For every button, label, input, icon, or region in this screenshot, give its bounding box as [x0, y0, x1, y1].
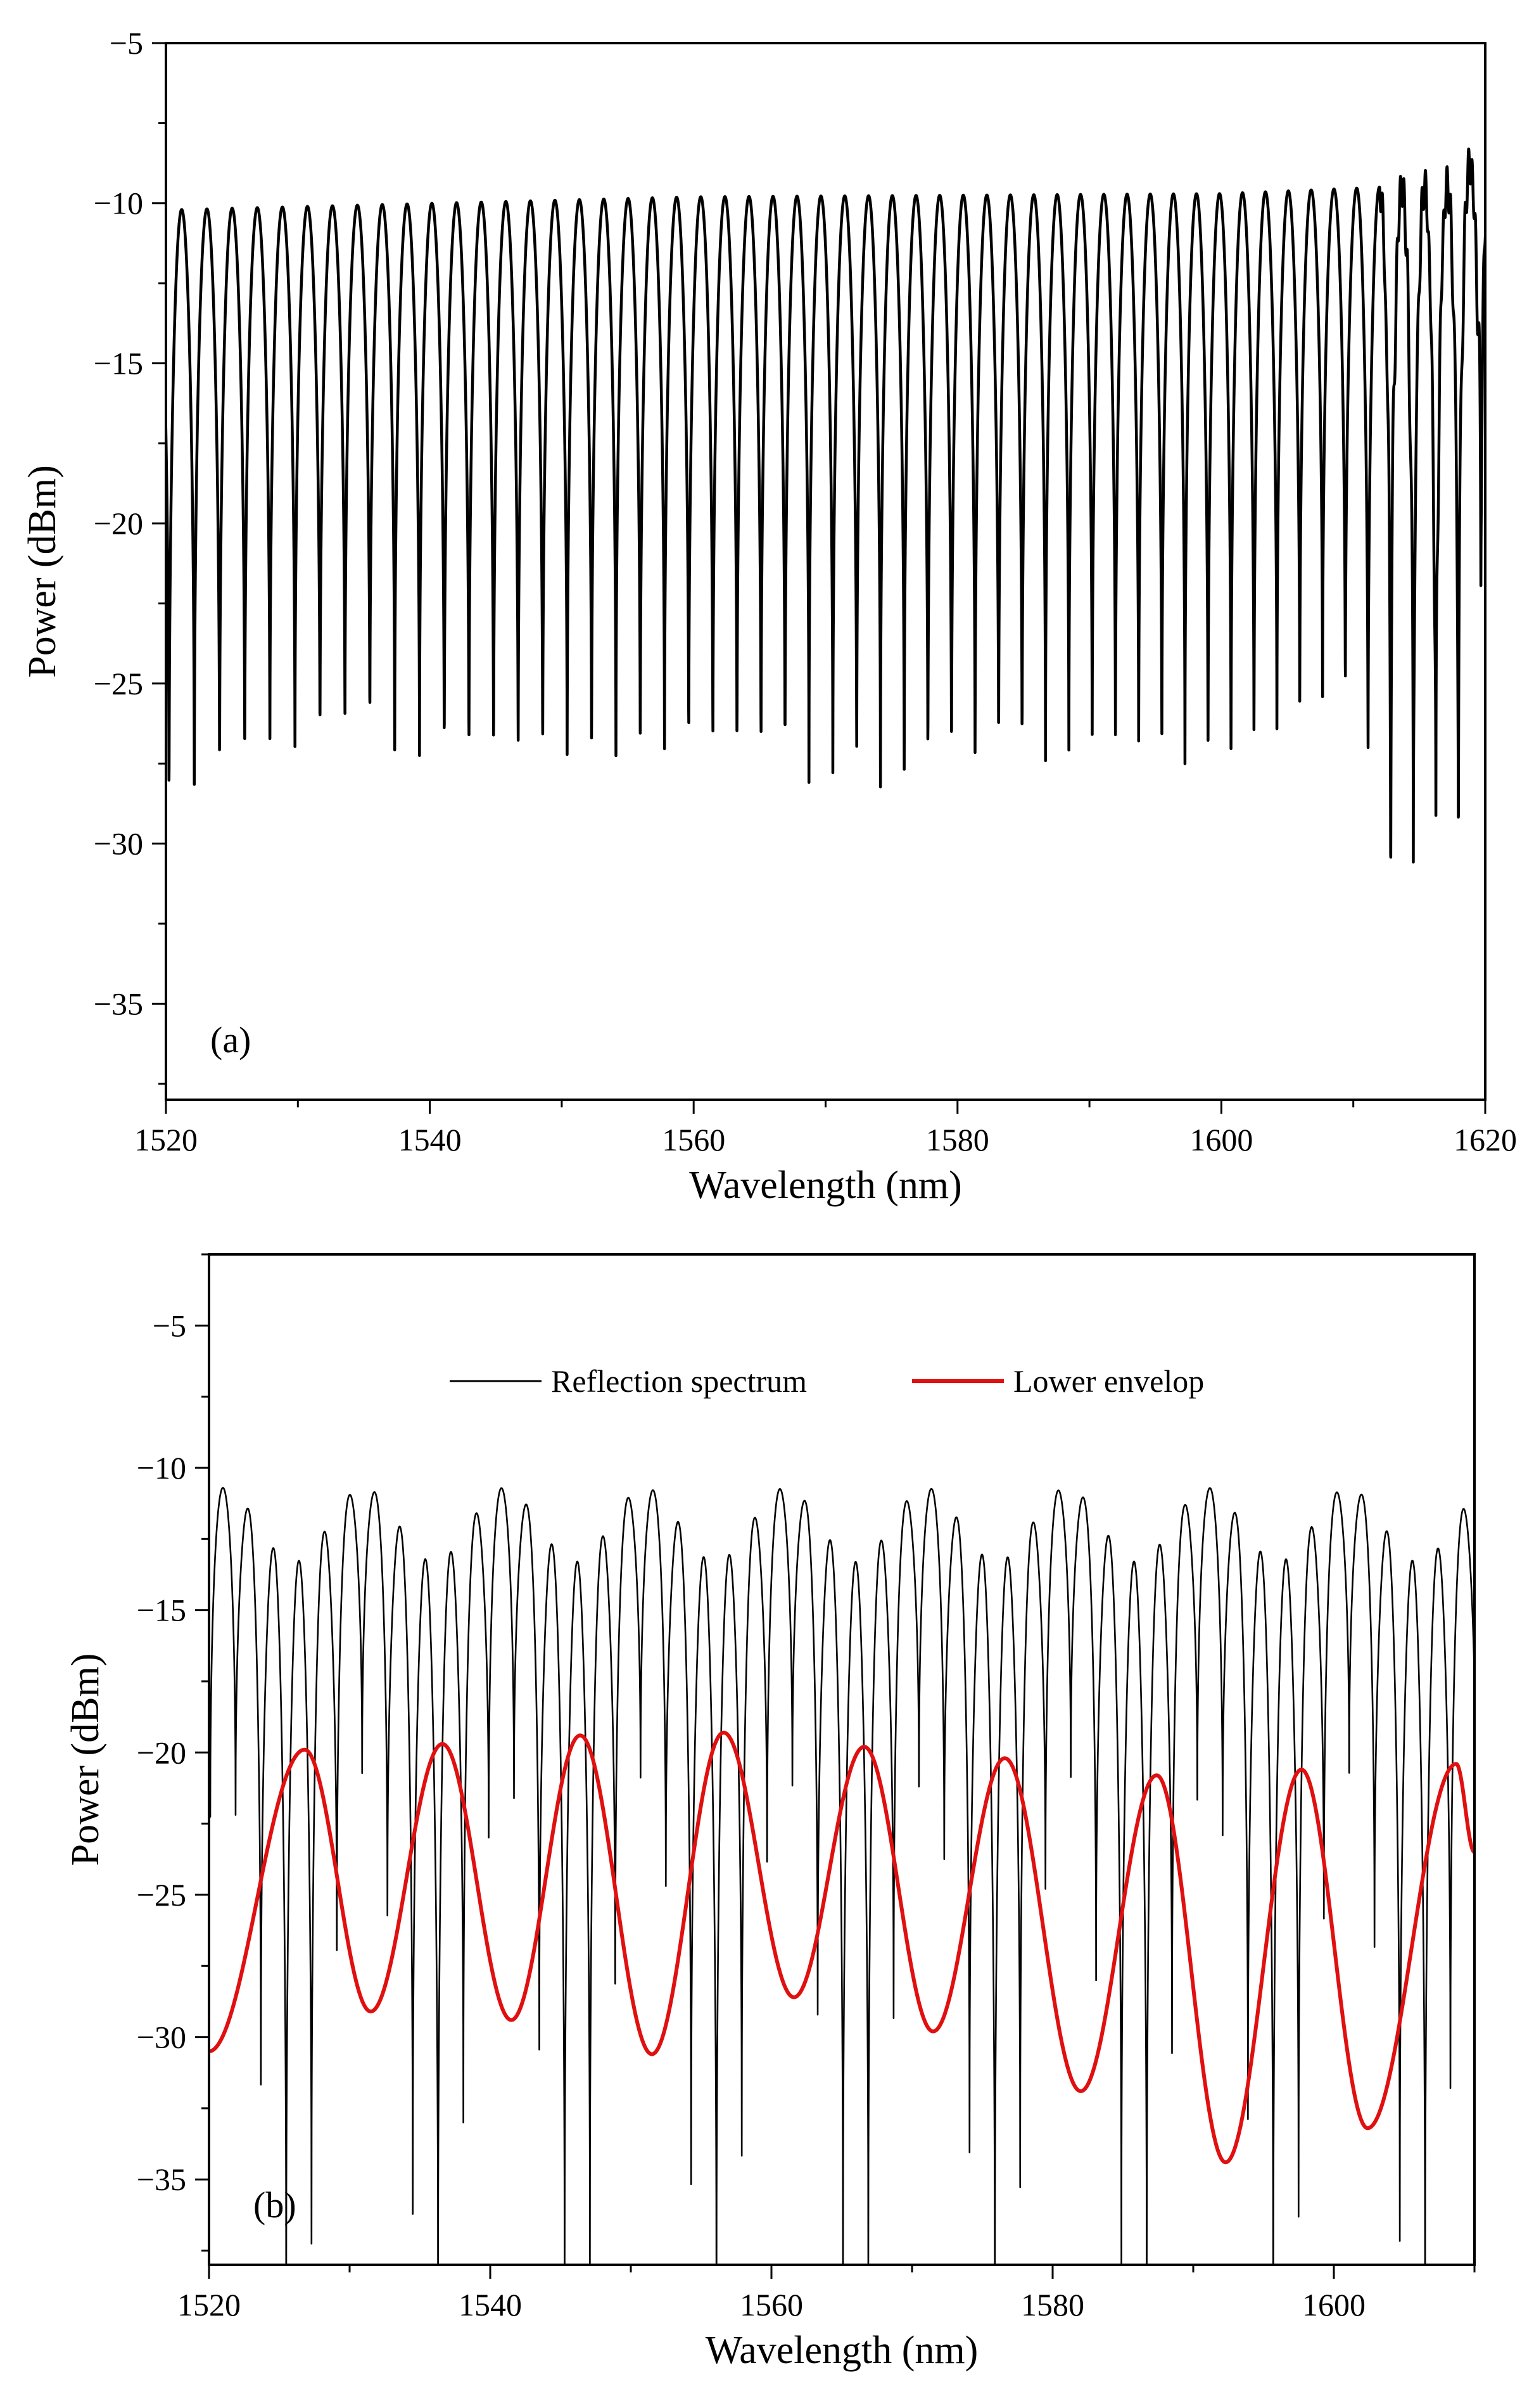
legend-label: Reflection spectrum — [551, 1363, 807, 1399]
y-tick-label: −5 — [110, 25, 143, 61]
x-tick-label: 1520 — [134, 1122, 198, 1157]
y-tick-label: −25 — [94, 666, 143, 701]
legend-label: Lower envelop — [1013, 1363, 1204, 1399]
x-tick-label: 1620 — [1454, 1122, 1517, 1157]
x-tick-label: 1600 — [1189, 1122, 1253, 1157]
x-tick-label: 1520 — [177, 2287, 241, 2322]
y-tick-label: −35 — [94, 986, 143, 1021]
x-tick-label: 1600 — [1302, 2287, 1366, 2322]
y-tick-label: −30 — [137, 2020, 186, 2055]
y-tick-label: −25 — [137, 1877, 186, 1913]
series-line-spectrum — [166, 147, 1485, 864]
y-tick-label: −10 — [137, 1450, 186, 1486]
chart-b: 1520 1540 1560 1580 1600 −35 −30 −25 −20 −15 −10 −5… — [0, 1229, 1534, 2408]
x-tick-label: 1580 — [926, 1122, 989, 1157]
plot-frame — [208, 1253, 1476, 2266]
x-tick-label: 1580 — [1021, 2287, 1084, 2322]
x-axis-label: Wavelength (nm) — [706, 2329, 979, 2372]
x-tick-label: 1540 — [459, 2287, 522, 2322]
panel-label: (b) — [253, 2184, 296, 2226]
x-tick-label: 1540 — [398, 1122, 462, 1157]
y-tick-label: −10 — [94, 186, 143, 221]
y-tick-label: −20 — [137, 1735, 186, 1770]
y-tick-label: −15 — [94, 345, 143, 381]
y-tick-label: −35 — [137, 2162, 186, 2197]
series-line-lower-envelop — [209, 1730, 1474, 2165]
y-tick-label: −15 — [137, 1593, 186, 1628]
x-tick-label: 1560 — [740, 2287, 803, 2322]
series-line-reflection-spectrum — [209, 1487, 1474, 2265]
y-axis-label: Power (dBm) — [21, 465, 64, 678]
y-tick-label: −5 — [153, 1308, 186, 1343]
x-tick-label: 1560 — [662, 1122, 725, 1157]
y-tick-label: −30 — [94, 826, 143, 862]
y-tick-label: −20 — [94, 506, 143, 541]
chart-a: 1520 1540 1560 1580 1600 1620 −35 −30 −25 −20 −15 −… — [21, 25, 1517, 1207]
panel-label: (a) — [210, 1019, 251, 1061]
x-axis-label: Wavelength (nm) — [689, 1164, 962, 1207]
plot-area — [209, 1487, 1474, 2265]
plot-area — [166, 147, 1485, 864]
y-axis-label: Power (dBm) — [64, 1653, 107, 1866]
